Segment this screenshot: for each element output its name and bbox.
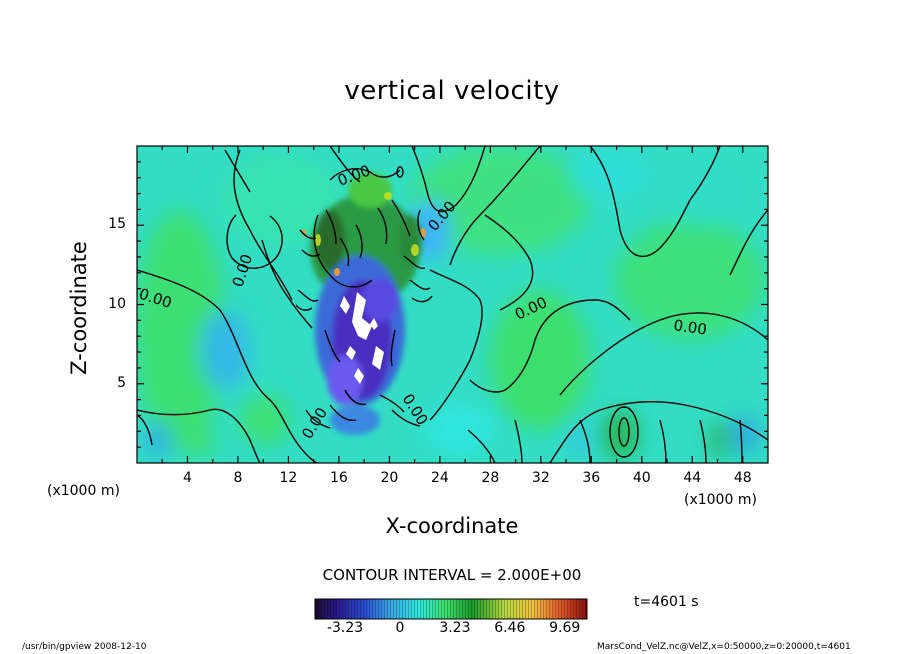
x-axis-label: X-coordinate [385,514,519,538]
time-label: t=4601 s [634,594,699,610]
colorbar [314,598,588,620]
y-axis-label: Z-coordinate [67,241,91,375]
colorbar-tick-label: 3.23 [439,620,471,636]
x-tick-label: 44 [683,470,702,486]
x-tick-label: 48 [733,470,752,486]
x-tick-label: 4 [183,470,192,486]
y-tick-label: 10 [108,295,126,312]
contour-label: 0.00 [672,316,708,338]
colorbar-tick-label: -3.23 [326,620,364,636]
tick-marks [137,146,768,463]
colorbar-frame [314,598,588,620]
contour-interval-text: CONTOUR INTERVAL = 2.000E+00 [322,566,582,584]
x-tick-label: 40 [632,470,651,486]
colorbar-tick-label: 0 [395,620,405,636]
x-tick-label: 12 [279,470,298,486]
contour-lines [137,146,768,463]
footer-left: /usr/bin/gpview 2008-12-10 [22,642,147,652]
x-tick-label: 28 [481,470,500,486]
footer-right: MarsCond_VelZ.nc@VelZ,x=0:50000,z=0:2000… [597,642,851,652]
x-tick-label: 32 [531,470,550,486]
x-tick-label: 20 [380,470,399,486]
y-tick-label: 15 [108,216,126,233]
x-unit-label-left: (x1000 m) [47,483,120,499]
x-tick-label: 24 [430,470,449,486]
x-tick-label: 36 [582,470,601,486]
x-tick-label: 16 [329,470,348,486]
colorbar-tick-label: 6.46 [494,620,526,636]
x-unit-label-right: (x1000 m) [684,492,757,508]
x-tick-label: 8 [233,470,243,486]
colorbar-tick-label: 9.69 [549,620,581,636]
field [137,146,768,463]
chart-title: vertical velocity [344,76,560,106]
y-tick-label: 5 [117,374,126,391]
